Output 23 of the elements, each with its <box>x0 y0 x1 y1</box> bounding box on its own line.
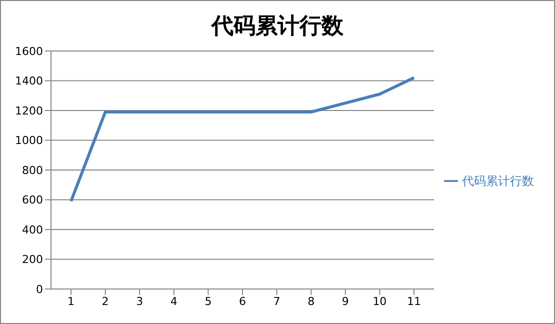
y-tick-label: 800 <box>22 164 43 177</box>
y-tick-label: 0 <box>36 282 43 296</box>
y-tick-label: 200 <box>22 253 43 266</box>
legend-label: 代码累计行数 <box>462 174 534 188</box>
x-tick-label: 3 <box>136 294 144 308</box>
y-tick-label: 600 <box>22 194 43 207</box>
x-tick-label: 5 <box>204 294 212 308</box>
y-tick-label: 1200 <box>15 104 43 118</box>
y-tick-label: 400 <box>22 223 43 236</box>
x-tick-label: 10 <box>372 294 387 308</box>
line-series <box>70 76 416 203</box>
y-tick-label: 1000 <box>15 134 43 148</box>
y-tick-label: 1600 <box>15 44 43 58</box>
y-tick-label: 1400 <box>15 74 43 88</box>
x-tick-label: 8 <box>308 294 315 308</box>
x-tick-label: 2 <box>102 294 109 308</box>
x-tick-label: 1 <box>68 294 74 308</box>
x-tick-label: 11 <box>407 294 421 308</box>
chart-title: 代码累计行数 <box>210 12 344 41</box>
x-tick-label: 7 <box>273 294 280 308</box>
x-tick-label: 4 <box>170 294 178 308</box>
x-tick-label: 9 <box>342 294 349 308</box>
x-tick-label: 6 <box>239 294 246 308</box>
